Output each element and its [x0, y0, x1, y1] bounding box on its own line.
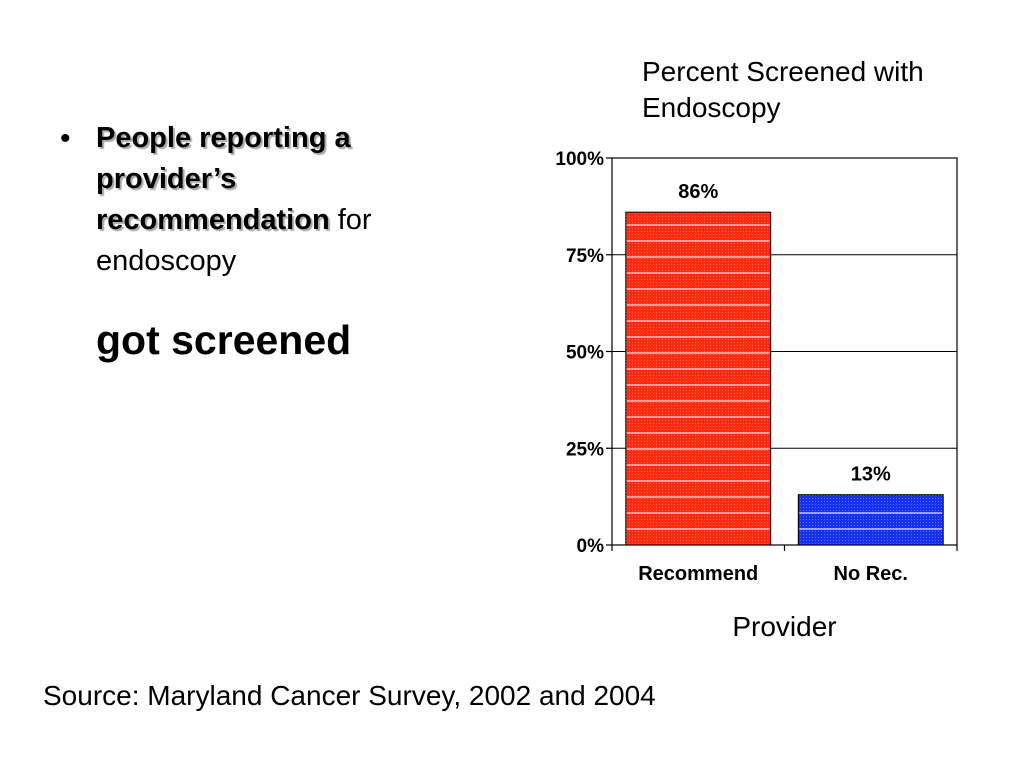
bullet-emphasis: People reporting a provider’s recommenda… [96, 122, 351, 236]
bar-no-rec [797, 494, 944, 546]
chart-bars [625, 211, 944, 546]
x-axis-label: Provider [732, 611, 836, 642]
y-tick-label: 50% [566, 343, 604, 364]
y-tick-label: 0% [577, 536, 605, 557]
bar-chart: 0% 25% 50% 75% 100% 86% Recommend 13% No Rec. Pro… [555, 149, 958, 642]
y-tick-label: 75% [566, 246, 604, 267]
y-tick-label: 25% [566, 439, 604, 460]
data-label: 86% [678, 181, 718, 203]
bar-fill [625, 211, 772, 546]
chart-text: 0% 25% 50% 75% 100% 86% Recommend 13% No Rec. Pro… [555, 149, 908, 642]
y-tick-label: 100% [555, 149, 604, 170]
x-category-label: No Rec. [834, 563, 908, 585]
bullet-text: People reporting a provider’s recommenda… [96, 118, 466, 282]
x-category-label: Recommend [638, 563, 758, 585]
source-note: Source: Maryland Cancer Survey, 2002 and… [43, 680, 656, 711]
data-label: 13% [851, 464, 891, 486]
chart-axes [606, 157, 958, 551]
bullet-row: • People reporting a provider’s recommen… [60, 118, 480, 282]
bullet-dot-icon: • [60, 122, 71, 155]
bar-recommend [625, 211, 772, 546]
bullet-rest: for endoscopy [96, 204, 372, 277]
bar-fill [797, 494, 944, 546]
chart-title: Percent Screened with Endoscopy [642, 56, 924, 123]
conclusion-text: got screened [96, 317, 352, 363]
bullet-block: • People reporting a provider’s recommen… [60, 118, 480, 282]
